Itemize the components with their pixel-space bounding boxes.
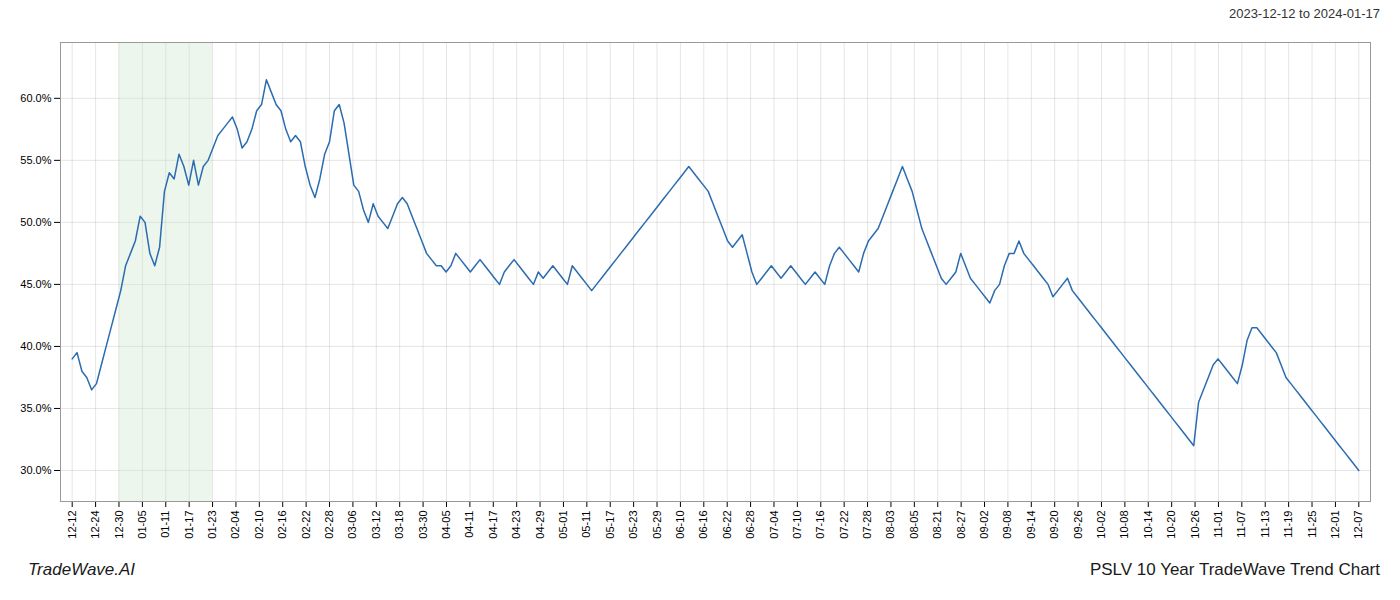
- svg-text:12-24: 12-24: [89, 511, 101, 539]
- svg-text:04-05: 04-05: [440, 511, 452, 539]
- svg-text:07-22: 07-22: [838, 511, 850, 539]
- svg-text:04-29: 04-29: [534, 511, 546, 539]
- svg-text:07-10: 07-10: [791, 511, 803, 539]
- svg-text:06-10: 06-10: [674, 511, 686, 539]
- svg-text:12-30: 12-30: [113, 511, 125, 539]
- svg-text:07-28: 07-28: [861, 511, 873, 539]
- svg-text:50.0%: 50.0%: [20, 216, 51, 228]
- svg-text:03-30: 03-30: [417, 511, 429, 539]
- svg-text:02-04: 02-04: [229, 511, 241, 539]
- svg-text:10-02: 10-02: [1095, 511, 1107, 539]
- svg-text:11-13: 11-13: [1259, 511, 1271, 538]
- svg-text:10-20: 10-20: [1165, 511, 1177, 539]
- html-text:PSLV 10 Year TradeWave Trend C: PSLV 10 Year TradeWave Trend Chart: [1089, 560, 1380, 579]
- svg-text:04-23: 04-23: [510, 511, 522, 539]
- svg-text:12-07: 12-07: [1352, 511, 1364, 539]
- svg-text:05-11: 05-11: [580, 511, 592, 538]
- svg-text:05-29: 05-29: [651, 511, 663, 539]
- svg-text:10-26: 10-26: [1189, 511, 1201, 539]
- svg-text:09-26: 09-26: [1072, 511, 1084, 539]
- svg-text:10-14: 10-14: [1142, 511, 1154, 539]
- svg-text:03-06: 03-06: [346, 511, 358, 539]
- svg-text:09-08: 09-08: [1001, 511, 1013, 539]
- svg-text:02-22: 02-22: [300, 511, 312, 539]
- svg-text:05-23: 05-23: [627, 511, 639, 539]
- svg-text:11-25: 11-25: [1306, 511, 1318, 538]
- svg-text:02-10: 02-10: [253, 511, 265, 539]
- svg-text:45.0%: 45.0%: [20, 278, 51, 290]
- html-text:2023-12-12 to 2024-01-17: 2023-12-12 to 2024-01-17: [1228, 6, 1380, 21]
- svg-text:03-18: 03-18: [393, 511, 405, 539]
- svg-text:01-23: 01-23: [206, 511, 218, 539]
- svg-text:01-17: 01-17: [183, 511, 195, 539]
- svg-text:02-16: 02-16: [276, 511, 288, 539]
- svg-text:30.0%: 30.0%: [20, 464, 51, 476]
- svg-text:06-22: 06-22: [721, 511, 733, 539]
- svg-text:12-01: 12-01: [1329, 511, 1341, 539]
- svg-text:06-16: 06-16: [697, 511, 709, 539]
- svg-text:11-07: 11-07: [1235, 511, 1247, 538]
- svg-text:01-05: 01-05: [136, 511, 148, 539]
- svg-text:09-20: 09-20: [1048, 511, 1060, 539]
- svg-text:12-12: 12-12: [66, 511, 78, 539]
- svg-text:08-03: 08-03: [884, 511, 896, 539]
- svg-text:35.0%: 35.0%: [20, 402, 51, 414]
- svg-text:01-11: 01-11: [159, 511, 171, 538]
- svg-text:07-04: 07-04: [768, 511, 780, 539]
- svg-text:04-17: 04-17: [487, 511, 499, 539]
- svg-text:05-01: 05-01: [557, 511, 569, 539]
- svg-text:08-21: 08-21: [931, 511, 943, 539]
- svg-text:02-28: 02-28: [323, 511, 335, 539]
- svg-text:04-11: 04-11: [463, 511, 475, 538]
- svg-text:55.0%: 55.0%: [20, 154, 51, 166]
- svg-text:08-27: 08-27: [955, 511, 967, 539]
- svg-text:11-01: 11-01: [1212, 511, 1224, 538]
- svg-text:09-02: 09-02: [978, 511, 990, 539]
- svg-text:06-28: 06-28: [744, 511, 756, 539]
- html-text:TradeWave.AI: TradeWave.AI: [28, 560, 136, 579]
- svg-text:11-19: 11-19: [1282, 511, 1294, 538]
- svg-text:09-14: 09-14: [1025, 511, 1037, 539]
- svg-text:03-12: 03-12: [370, 511, 382, 539]
- svg-text:05-17: 05-17: [604, 511, 616, 539]
- svg-text:07-16: 07-16: [814, 511, 826, 539]
- svg-text:10-08: 10-08: [1118, 511, 1130, 539]
- svg-text:40.0%: 40.0%: [20, 340, 51, 352]
- svg-text:08-05: 08-05: [908, 511, 920, 539]
- svg-text:60.0%: 60.0%: [20, 92, 51, 104]
